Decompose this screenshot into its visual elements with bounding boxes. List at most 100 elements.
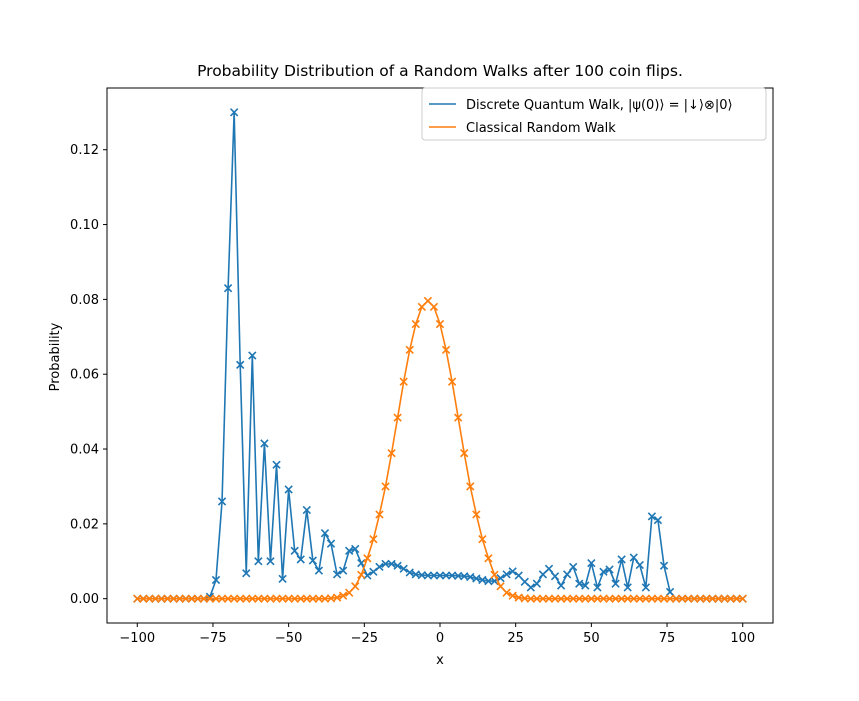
data-point-quantum (217, 497, 227, 506)
data-point-classical (538, 594, 548, 603)
data-point-classical (617, 594, 626, 603)
y-axis-label: Probability (48, 322, 63, 391)
data-point-quantum (629, 553, 638, 562)
data-point-classical (447, 377, 457, 386)
data-point-classical (587, 594, 596, 603)
data-point-quantum (435, 571, 445, 580)
y-tick-label: 0.04 (70, 443, 99, 458)
data-point-classical (266, 594, 275, 603)
data-point-classical (690, 594, 699, 603)
x-tick-label: 25 (507, 631, 524, 646)
data-point-quantum (332, 570, 342, 579)
data-point-quantum (581, 581, 590, 590)
data-point-quantum (508, 567, 517, 576)
data-point-classical (556, 594, 566, 603)
data-point-classical (399, 377, 408, 386)
data-point-classical (211, 594, 221, 603)
x-tick-label: −50 (275, 631, 302, 646)
data-point-quantum (514, 571, 523, 580)
data-point-classical (629, 594, 638, 603)
data-point-classical (502, 588, 511, 597)
data-point-classical (435, 319, 445, 329)
data-point-classical (175, 594, 184, 603)
legend-label-classical: Classical Random Walk (466, 121, 616, 136)
data-point-classical (205, 594, 215, 603)
data-point-classical (387, 448, 396, 458)
data-point-quantum (308, 556, 318, 565)
data-point-quantum (587, 558, 596, 568)
data-point-classical (441, 345, 451, 355)
data-point-classical (375, 510, 384, 519)
data-point-classical (223, 594, 233, 603)
x-axis-label: x (436, 653, 444, 668)
data-point-quantum (611, 579, 620, 588)
data-point-classical (702, 594, 711, 603)
data-point-classical (696, 594, 705, 603)
legend-label-quantum: Discrete Quantum Walk, |ψ(0)⟩ = |↓⟩⊗|0⟩ (466, 98, 733, 113)
data-point-classical (199, 594, 209, 603)
data-point-quantum (575, 579, 584, 588)
data-point-quantum (399, 564, 408, 573)
data-point-classical (605, 594, 614, 603)
data-point-quantum (290, 546, 299, 555)
data-point-classical (423, 296, 433, 306)
data-point-classical (133, 594, 142, 603)
y-tick-label: 0.06 (70, 368, 99, 383)
data-point-classical (678, 594, 687, 603)
data-point-quantum (284, 485, 293, 494)
data-point-quantum (472, 574, 481, 583)
data-point-quantum (623, 583, 632, 592)
data-point-classical (163, 594, 172, 603)
y-tick-label: 0.08 (70, 293, 99, 308)
data-point-quantum (272, 460, 281, 469)
data-point-classical (363, 554, 372, 563)
data-point-quantum (260, 439, 269, 448)
data-point-quantum (229, 108, 239, 117)
data-point-classical (647, 594, 657, 603)
data-point-classical (466, 482, 475, 491)
data-point-classical (484, 554, 493, 563)
data-point-quantum (387, 559, 396, 569)
data-point-quantum (345, 546, 354, 555)
data-point-classical (550, 594, 560, 603)
y-tick-label: 0.00 (70, 592, 99, 607)
data-point-classical (496, 582, 505, 591)
data-point-classical (260, 594, 269, 603)
data-point-classical (581, 594, 590, 603)
data-point-classical (562, 594, 572, 603)
data-point-quantum (635, 560, 644, 570)
data-point-classical (229, 594, 239, 603)
data-point-classical (684, 594, 693, 603)
data-point-quantum (647, 512, 657, 521)
data-point-quantum (338, 566, 348, 575)
data-point-classical (714, 594, 723, 603)
data-point-classical (236, 594, 245, 603)
data-point-quantum (502, 570, 511, 579)
data-point-classical (254, 594, 263, 603)
data-point-classical (181, 594, 190, 603)
data-point-classical (351, 582, 360, 591)
data-point-classical (272, 594, 281, 603)
data-point-quantum (423, 571, 433, 580)
data-point-quantum (266, 557, 275, 566)
data-point-quantum (302, 505, 311, 515)
data-point-classical (290, 594, 299, 603)
x-tick-label: 75 (659, 631, 676, 646)
data-point-quantum (526, 583, 535, 592)
data-point-quantum (569, 562, 578, 572)
data-point-classical (248, 594, 257, 603)
data-point-classical (659, 594, 669, 603)
data-point-quantum (617, 555, 626, 564)
data-point-quantum (326, 539, 336, 548)
plot-area (133, 108, 747, 603)
data-point-classical (338, 591, 348, 600)
data-point-quantum (236, 360, 245, 370)
data-point-quantum (466, 572, 475, 582)
data-point-quantum (296, 555, 305, 564)
data-point-classical (641, 594, 651, 603)
data-point-classical (308, 594, 318, 603)
data-point-classical (411, 319, 420, 329)
data-point-classical (472, 510, 481, 519)
data-point-quantum (314, 566, 324, 575)
data-point-classical (145, 594, 154, 603)
